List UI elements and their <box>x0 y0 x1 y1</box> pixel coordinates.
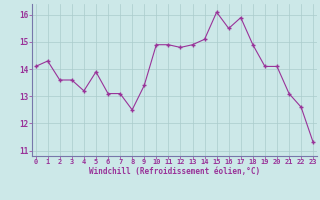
X-axis label: Windchill (Refroidissement éolien,°C): Windchill (Refroidissement éolien,°C) <box>89 167 260 176</box>
